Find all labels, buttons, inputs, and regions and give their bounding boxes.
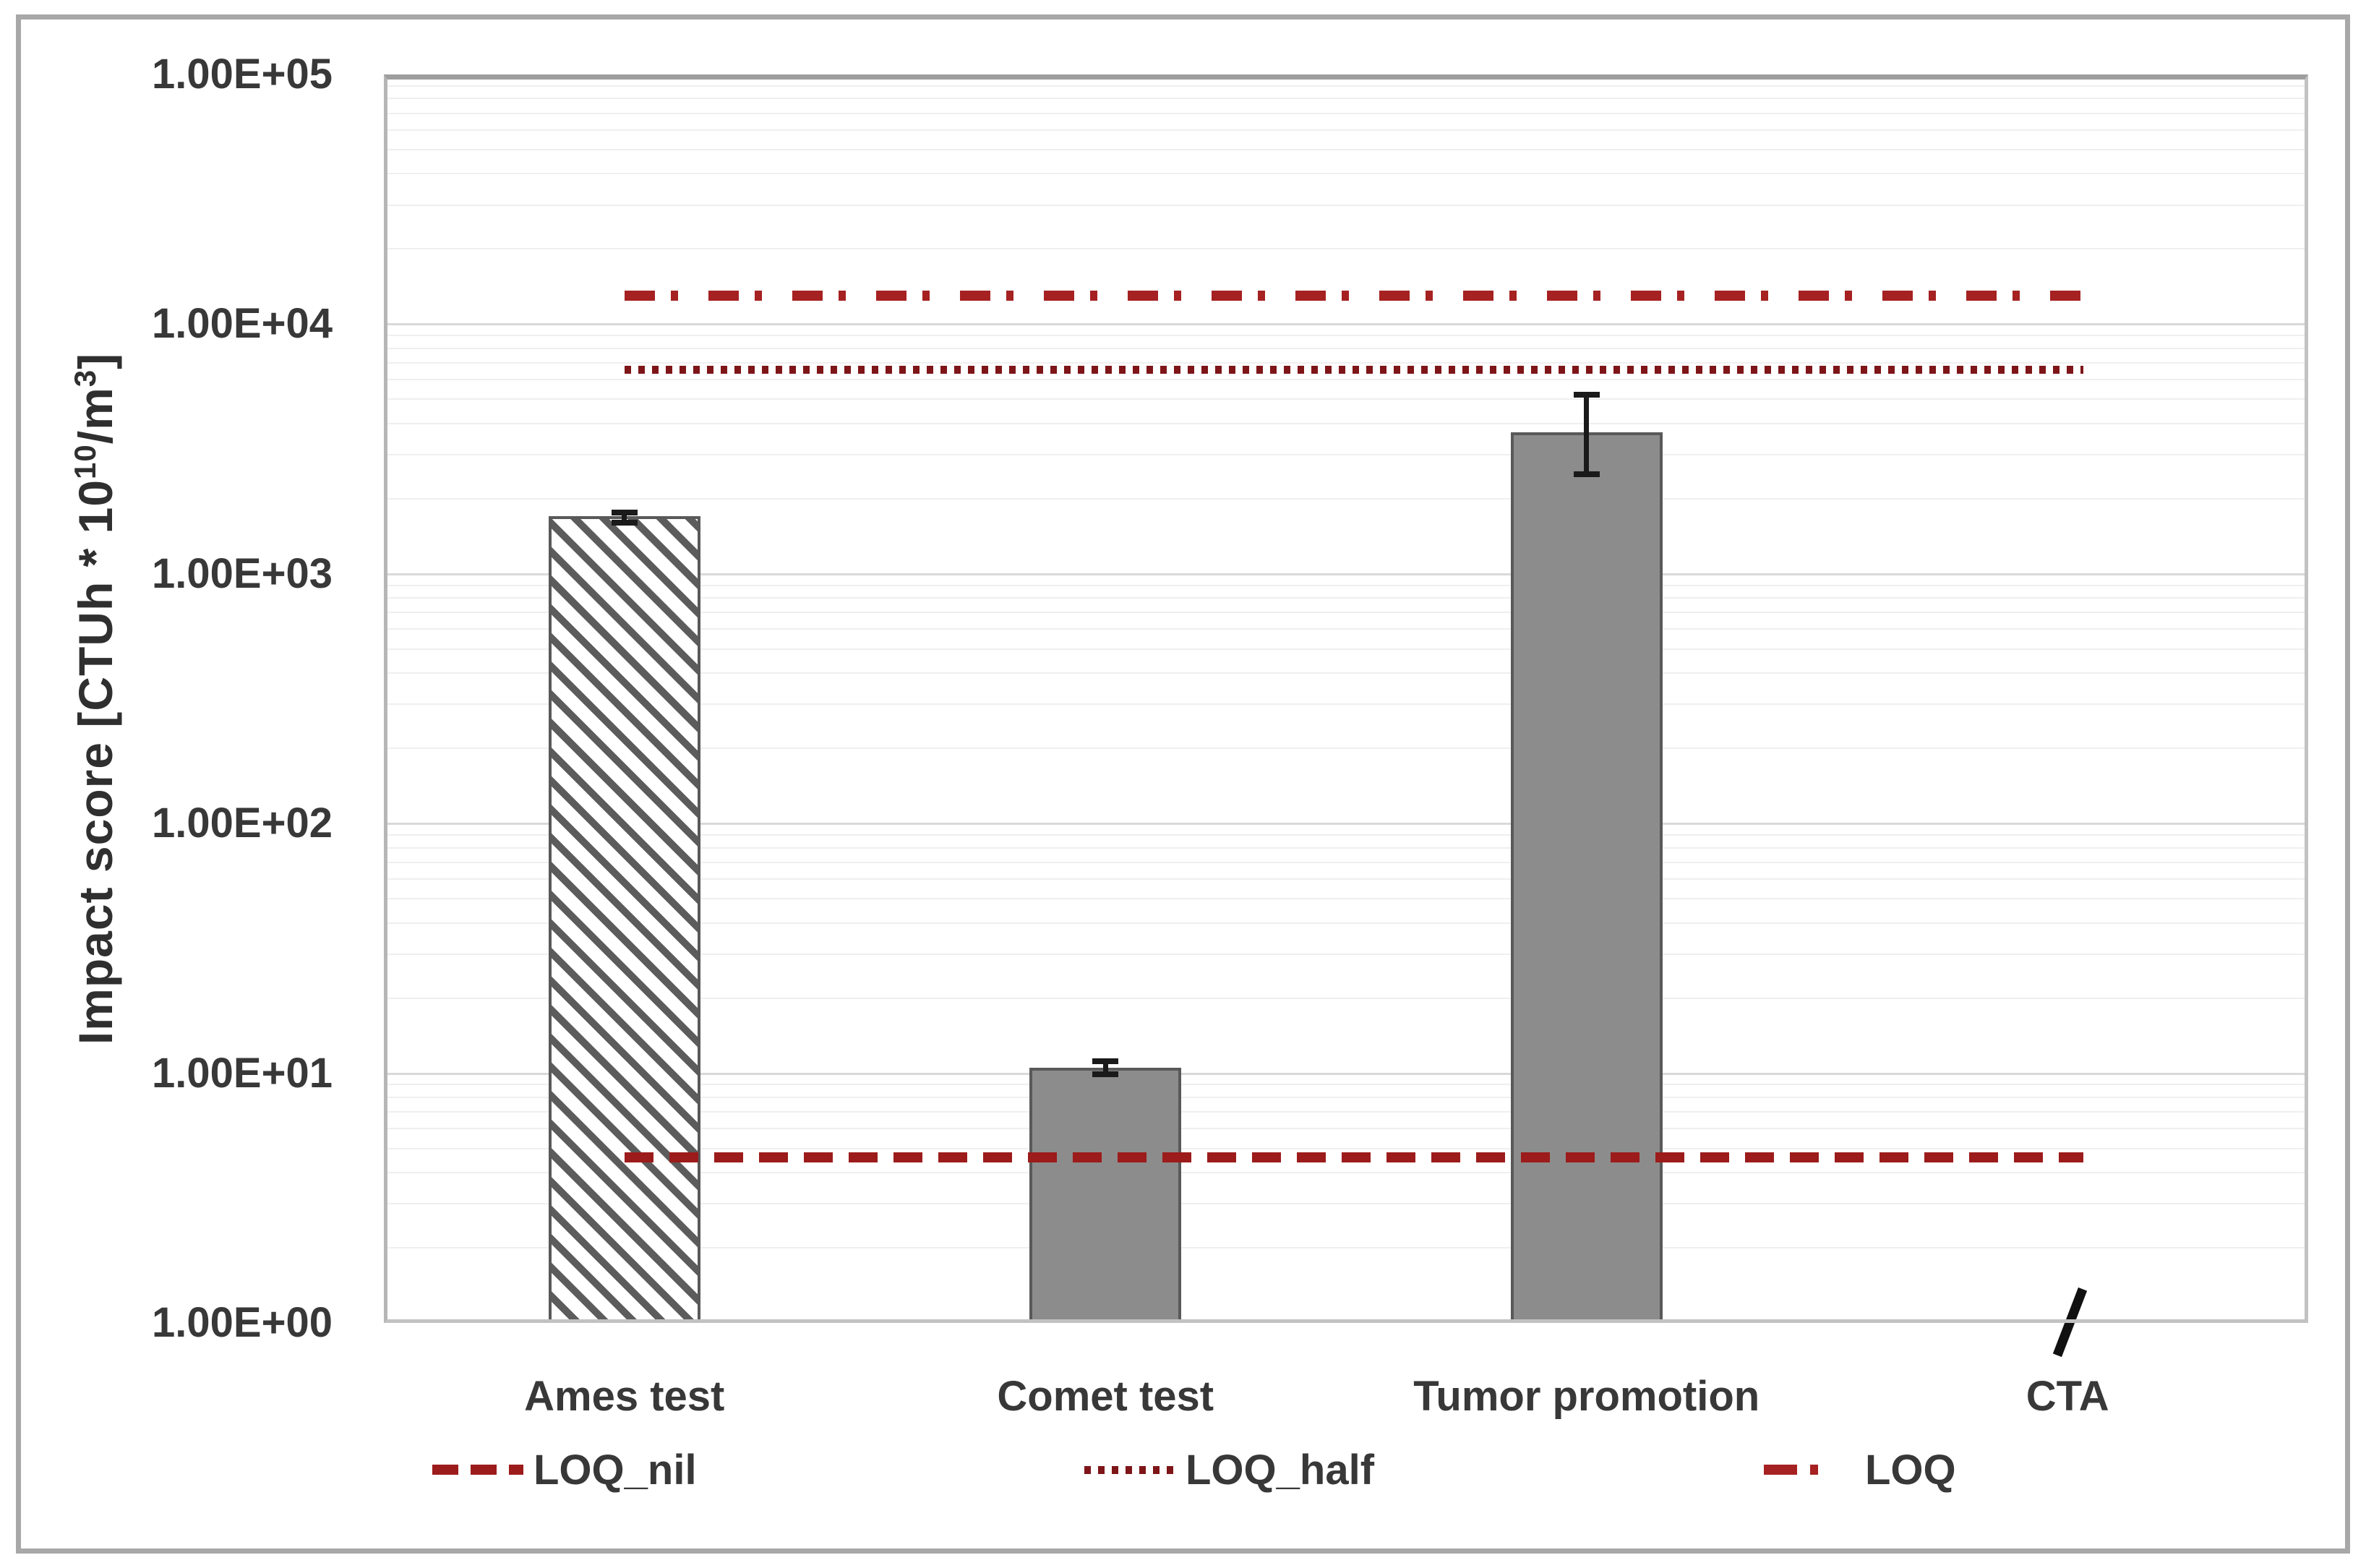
error-bar-cap-top: [1573, 392, 1600, 398]
y-axis-title: Impact score [CTUh * 1010/m3]: [61, 74, 130, 1323]
minor-gridline: [384, 648, 2308, 650]
x-category-label-tumor-promotion: Tumor promotion: [1413, 1373, 1760, 1420]
legend-item-loq-nil: LOQ_nil: [432, 1444, 697, 1495]
legend-item-loq: LOQ: [1764, 1444, 1956, 1495]
minor-gridline: [384, 834, 2308, 836]
y-tick-label: 1.00E+00: [152, 1299, 333, 1346]
bar-ames-test: [548, 516, 700, 1323]
minor-gridline: [384, 1247, 2308, 1249]
minor-gridline: [384, 672, 2308, 674]
minor-gridline: [384, 1111, 2308, 1113]
minor-gridline: [384, 953, 2308, 955]
bar-tumor-promotion: [1510, 432, 1663, 1323]
minor-gridline: [384, 398, 2308, 400]
minor-gridline: [384, 861, 2308, 863]
plot-area: [384, 74, 2308, 1358]
x-category-label-comet-test: Comet test: [997, 1373, 1214, 1420]
minor-gridline: [384, 747, 2308, 750]
minor-gridline: [384, 997, 2308, 999]
y-axis-title-sup-exponent: 10: [68, 444, 102, 479]
minor-gridline: [384, 597, 2308, 599]
major-gridline: [384, 573, 2308, 575]
minor-gridline: [384, 112, 2308, 114]
reference-line-loq-nil: [624, 1152, 2084, 1163]
error-bar-cap-bottom: [1573, 471, 1600, 478]
error-bar-tumor-promotion: [1584, 395, 1590, 475]
minor-gridline: [384, 129, 2308, 131]
dashdot-line-swatch-icon: [1764, 1465, 1855, 1475]
y-axis-title-sup-cubed: 3: [68, 369, 102, 387]
y-tick-label: 1.00E+05: [152, 51, 333, 98]
y-tick-label: 1.00E+01: [152, 1049, 333, 1097]
minor-gridline: [384, 847, 2308, 849]
minor-gridline: [384, 898, 2308, 900]
minor-gridline: [384, 173, 2308, 175]
minor-gridline: [384, 1084, 2308, 1086]
error-bar-cap-bottom: [1092, 1071, 1119, 1078]
reference-line-loq: [624, 291, 2084, 301]
minor-gridline: [384, 612, 2308, 614]
minor-gridline: [384, 148, 2308, 150]
minor-gridline: [384, 379, 2308, 381]
minor-gridline: [384, 628, 2308, 630]
minor-gridline: [384, 584, 2308, 586]
minor-gridline: [384, 361, 2308, 364]
minor-gridline: [384, 85, 2308, 87]
legend-label-loq-half: LOQ_half: [1186, 1446, 1375, 1494]
minor-gridline: [384, 922, 2308, 924]
legend-label-loq-nil: LOQ_nil: [533, 1446, 697, 1494]
error-bar-cap-top: [611, 509, 638, 515]
minor-gridline: [384, 703, 2308, 706]
major-gridline: [384, 323, 2308, 326]
minor-gridline: [384, 248, 2308, 250]
reference-line-loq-half: [624, 366, 2084, 374]
y-axis-title-unit: /m: [69, 387, 122, 445]
y-tick-label: 1.00E+02: [152, 800, 333, 847]
y-tick-label: 1.00E+04: [152, 300, 333, 348]
minor-gridline: [384, 1203, 2308, 1205]
minor-gridline: [384, 1172, 2308, 1174]
legend-label-loq: LOQ: [1865, 1446, 1956, 1494]
minor-gridline: [384, 1097, 2308, 1099]
minor-gridline: [384, 497, 2308, 500]
minor-gridline: [384, 422, 2308, 424]
minor-gridline: [384, 454, 2308, 455]
x-category-label-ames-test: Ames test: [524, 1373, 725, 1420]
x-category-label-cta: CTA: [2026, 1373, 2109, 1420]
minor-gridline: [384, 1128, 2308, 1130]
major-gridline: [384, 1072, 2308, 1075]
error-bar-cap-top: [1092, 1058, 1119, 1064]
minor-gridline: [384, 878, 2308, 880]
minor-gridline: [384, 204, 2308, 206]
dotted-line-swatch-icon: [1084, 1465, 1175, 1474]
legend-item-loq-half: LOQ_half: [1084, 1444, 1374, 1495]
y-tick-label: 1.00E+03: [152, 549, 333, 597]
error-bar-cap-bottom: [611, 520, 638, 526]
error-bar-comet-test: [1102, 1061, 1108, 1075]
bar-comet-test: [1029, 1068, 1182, 1323]
minor-gridline: [384, 98, 2308, 100]
minor-gridline: [384, 335, 2308, 337]
y-axis-title-close: ]: [69, 352, 122, 369]
major-gridline: [384, 823, 2308, 826]
error-bar-ames-test: [622, 512, 627, 523]
minor-gridline: [384, 1147, 2308, 1149]
dashed-line-swatch-icon: [432, 1465, 523, 1475]
minor-gridline: [384, 347, 2308, 349]
